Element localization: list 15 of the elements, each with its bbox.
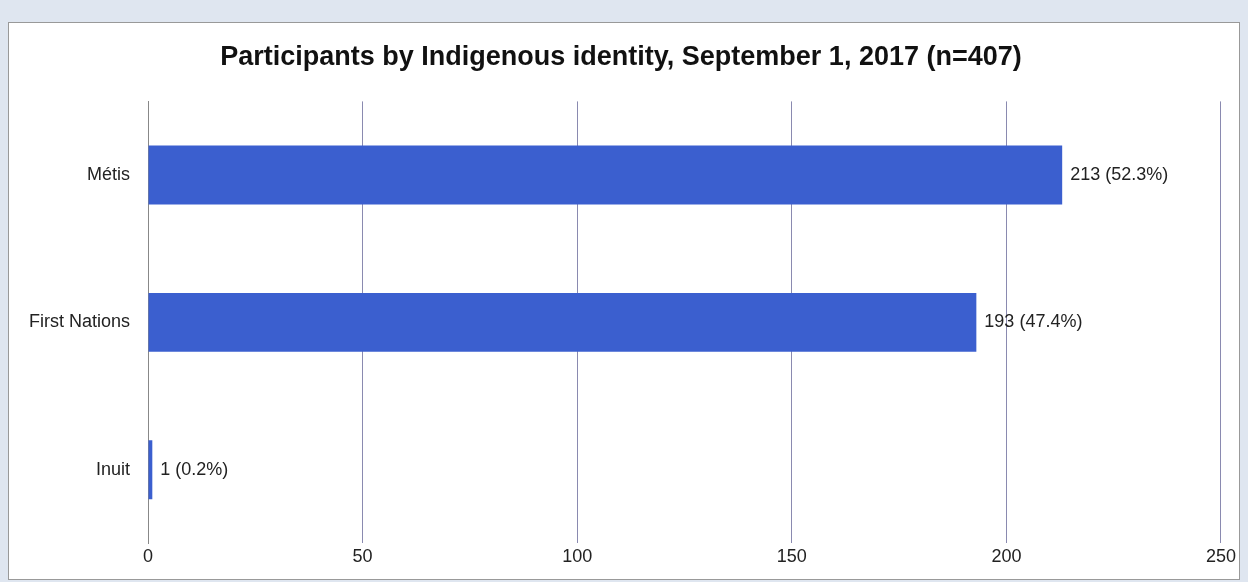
- data-label: 213 (52.3%): [1070, 164, 1169, 185]
- x-tick-label: 50: [352, 546, 373, 567]
- bar: [148, 292, 977, 352]
- data-label: 193 (47.4%): [984, 311, 1083, 332]
- chart-title: Participants by Indigenous identity, September 1, 2017 (n=407): [220, 40, 1022, 71]
- data-label: 1 (0.2%): [160, 458, 229, 479]
- bar: [148, 145, 1063, 205]
- x-tick-label: 200: [991, 546, 1022, 567]
- y-tick-label: Inuit: [95, 458, 131, 479]
- y-tick-label: Métis: [87, 164, 131, 185]
- x-tick-label: 100: [562, 546, 593, 567]
- x-tick-label: 150: [776, 546, 807, 567]
- x-tick-label: 0: [143, 546, 154, 567]
- x-tick-label: 250: [1205, 546, 1237, 567]
- y-tick-label: First Nations: [28, 311, 131, 332]
